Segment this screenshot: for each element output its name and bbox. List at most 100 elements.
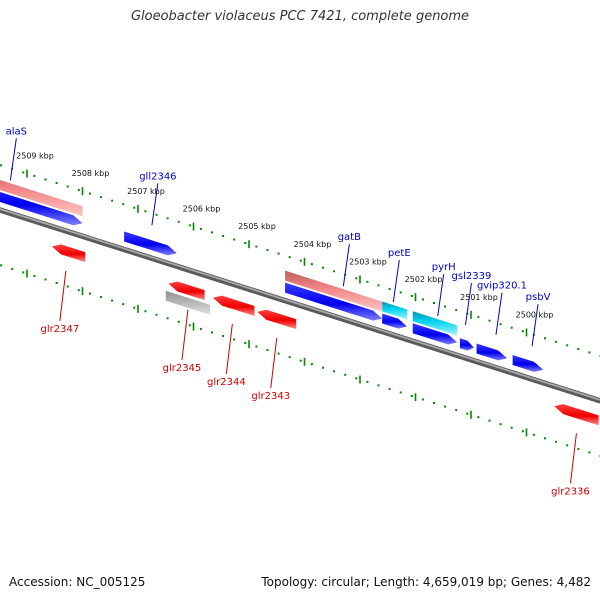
gene-label[interactable]: glr2345 <box>163 363 202 374</box>
feature-gsl2339-gene[interactable] <box>459 338 474 351</box>
ruler-dot-bottom <box>577 447 580 450</box>
label-leader <box>9 138 17 181</box>
topology-text: Topology: circular; Length: 4,659,019 bp… <box>261 575 591 589</box>
feature-psbV-gene[interactable] <box>512 355 544 372</box>
ruler-dot-bottom <box>477 416 480 419</box>
ruler-tick-label: 2500 kbp <box>516 310 554 319</box>
ruler-dot-top <box>177 220 180 223</box>
ruler-dot-top <box>77 189 80 192</box>
feature-gatB-gene[interactable] <box>285 282 383 321</box>
ruler-dot-bottom <box>433 402 435 405</box>
ruler-dot-bottom <box>544 437 546 440</box>
ruler-dot-top <box>421 298 424 301</box>
ruler-dot-top <box>455 309 458 312</box>
ruler-tick-label: 2505 kbp <box>238 222 276 231</box>
ruler-tick-label: 2509 kbp <box>16 152 54 161</box>
backbone-highlight <box>0 208 600 401</box>
ruler-dot-bottom <box>566 444 569 447</box>
feature-glr2345-pseudo[interactable] <box>165 290 211 315</box>
ruler-dot-top <box>355 277 358 280</box>
ruler-dot-bottom <box>55 281 58 284</box>
ruler-dot-bottom <box>166 317 169 320</box>
ruler-dot-bottom <box>188 324 191 327</box>
ruler-dot-top <box>88 192 91 195</box>
ruler-dot-bottom <box>33 274 36 277</box>
gene-label[interactable]: glr2347 <box>41 324 80 335</box>
label-leader <box>531 304 539 347</box>
ruler-layer: 2509 kbp 2508 kbp 2507 kbp 2506 kbp 2505 kbp… <box>0 152 600 457</box>
ruler-dot-top <box>277 252 280 255</box>
gene-label[interactable]: pyrH <box>432 262 456 273</box>
ruler-dot-top <box>266 249 269 252</box>
gene-label[interactable]: glr2343 <box>251 391 290 402</box>
ruler-dot-top <box>255 245 258 248</box>
ruler-dot-bottom <box>344 373 347 376</box>
feature-glr2336-gene[interactable] <box>554 404 599 426</box>
feature-gvip320.1-gene[interactable] <box>476 343 508 361</box>
ruler-dot-bottom <box>499 423 502 426</box>
ruler-dot-top <box>322 266 324 269</box>
ruler-dot-top <box>555 340 558 343</box>
ruler-dot-top <box>199 227 202 230</box>
gene-label[interactable]: glr2344 <box>207 377 246 388</box>
gene-label[interactable]: gll2346 <box>139 171 176 182</box>
ruler-dot-bottom <box>233 338 236 341</box>
ruler-dot-bottom <box>532 433 535 436</box>
feature-glr2347-gene[interactable] <box>51 244 86 263</box>
ruler-dot-bottom <box>22 271 25 274</box>
ruler-dot-top <box>366 280 369 283</box>
ruler-tick-label: 2504 kbp <box>294 240 332 249</box>
gene-label[interactable]: glr2336 <box>551 486 590 497</box>
gene-label[interactable]: gsl2339 <box>452 271 492 282</box>
ruler-tick-label: 2501 kbp <box>460 293 498 302</box>
ruler-dot-top <box>244 242 247 245</box>
ruler-dot-bottom <box>288 356 291 359</box>
ruler-tick-label: 2508 kbp <box>72 169 110 178</box>
feature-glr2343-gene[interactable] <box>257 309 297 330</box>
feature-glr2345-gene[interactable] <box>168 281 205 301</box>
feature-alaS-rna[interactable] <box>0 167 83 217</box>
gene-label[interactable]: alaS <box>6 126 27 137</box>
label-leader <box>225 323 233 374</box>
gene-label[interactable]: gvip320.1 <box>477 281 527 292</box>
ruler-dot-top <box>100 196 102 199</box>
ruler-dot-top <box>233 238 236 241</box>
gene-label[interactable]: gatB <box>338 232 361 243</box>
feature-glr2344-gene[interactable] <box>212 295 255 316</box>
feature-alaS-gene[interactable] <box>0 179 83 226</box>
ruler-dot-bottom <box>410 394 413 397</box>
ruler-dot-top <box>211 231 213 234</box>
label-leader <box>270 337 278 389</box>
label-leader <box>342 244 350 287</box>
gene-label[interactable]: psbV <box>526 292 551 303</box>
feature-petE-gene[interactable] <box>382 313 408 329</box>
ruler-dot-top <box>44 178 47 181</box>
ruler-dot-bottom <box>266 349 269 352</box>
feature-gatB-rna[interactable] <box>285 270 383 312</box>
ruler-dot-top <box>544 337 546 340</box>
ruler-dot-top <box>133 206 136 209</box>
ruler-dot-bottom <box>399 391 402 394</box>
ruler-dot-bottom <box>444 405 447 408</box>
feature-pyrH-other[interactable] <box>412 311 458 336</box>
ruler-dot-bottom <box>88 292 91 295</box>
ruler-dot-top <box>521 330 524 333</box>
ruler-dot-bottom <box>388 387 391 390</box>
ruler-dot-bottom <box>466 412 469 415</box>
ruler-dot-bottom <box>144 310 147 313</box>
ruler-dot-bottom <box>510 426 513 429</box>
backbone-layer <box>0 207 600 404</box>
ruler-dot-top <box>444 305 447 308</box>
feature-pyrH-gene[interactable] <box>412 323 458 345</box>
ruler-dot-bottom <box>488 419 491 422</box>
label-leader <box>464 282 472 326</box>
ruler-tick-label: 2502 kbp <box>405 275 443 284</box>
feature-gll2346-gene[interactable] <box>124 231 177 256</box>
ruler-dot-bottom <box>299 359 302 362</box>
ruler-dot-bottom <box>255 345 258 348</box>
ruler-dot-bottom <box>244 342 247 345</box>
ruler-dot-top <box>55 181 58 184</box>
gene-label[interactable]: petE <box>388 248 411 259</box>
map-title: Gloeobacter violaceus PCC 7421, complete… <box>130 9 470 24</box>
feature-petE-other[interactable] <box>382 301 408 320</box>
